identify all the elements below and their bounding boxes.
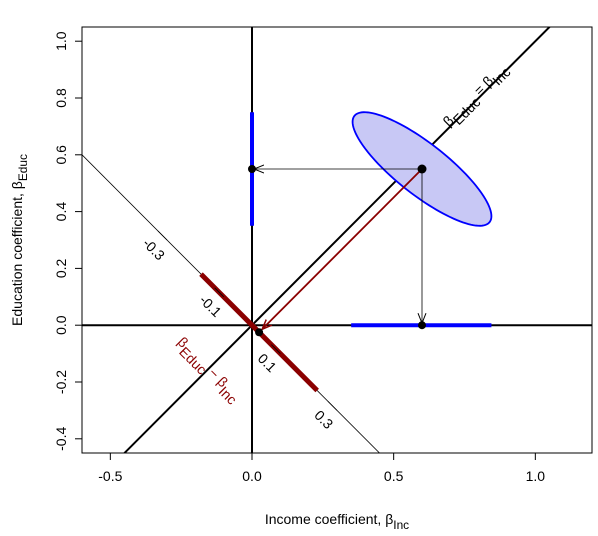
x-axis-title-part: Income coefficient, β [265,511,393,527]
x-tick-label: 0.0 [242,468,262,484]
y-tick-label: 1.0 [53,31,69,51]
y-axis-title: Education coefficient, βEduc [9,154,30,326]
y-axis-title-subscript: Educ [16,154,30,181]
projection-arrow-difference [262,168,423,329]
y-axis-title-part: Education coefficient, β [9,181,25,326]
difference-point [255,328,264,337]
identity-line [123,27,551,453]
y-tick-label: 0.8 [53,88,69,108]
x-axis-title: Income coefficient, βInc [265,511,409,532]
difference-tick-label: -0.3 [140,235,169,264]
difference-tick [214,287,224,298]
identity-label: βEduc = βInc [440,60,514,134]
plot-frame [81,26,593,454]
y-tick-label: 0.2 [53,258,69,278]
difference-axis [82,154,381,453]
plot-area: -0.3-0.10.10.3 [82,27,592,453]
difference-tick-label: 0.1 [255,350,280,375]
x-projection-point [418,321,426,330]
x-axis-title-subscript: Inc [393,518,409,532]
y-tick-label: 0.0 [53,315,69,335]
y-tick-label: 0.4 [53,202,69,222]
x-tick-label: -0.5 [98,468,122,484]
difference-tick-label: 0.3 [311,407,336,432]
difference-tick [157,230,168,241]
y-projection-point [248,165,256,173]
x-tick-label: 1.0 [526,468,546,484]
difference-tick [327,401,338,411]
y-tick-label: 0.6 [53,145,69,165]
center-point [417,164,427,174]
y-tick-label: -0.4 [53,427,69,451]
difference-tick [271,344,281,354]
y-tick-label: -0.2 [53,370,69,394]
x-tick-label: 0.5 [384,468,404,484]
